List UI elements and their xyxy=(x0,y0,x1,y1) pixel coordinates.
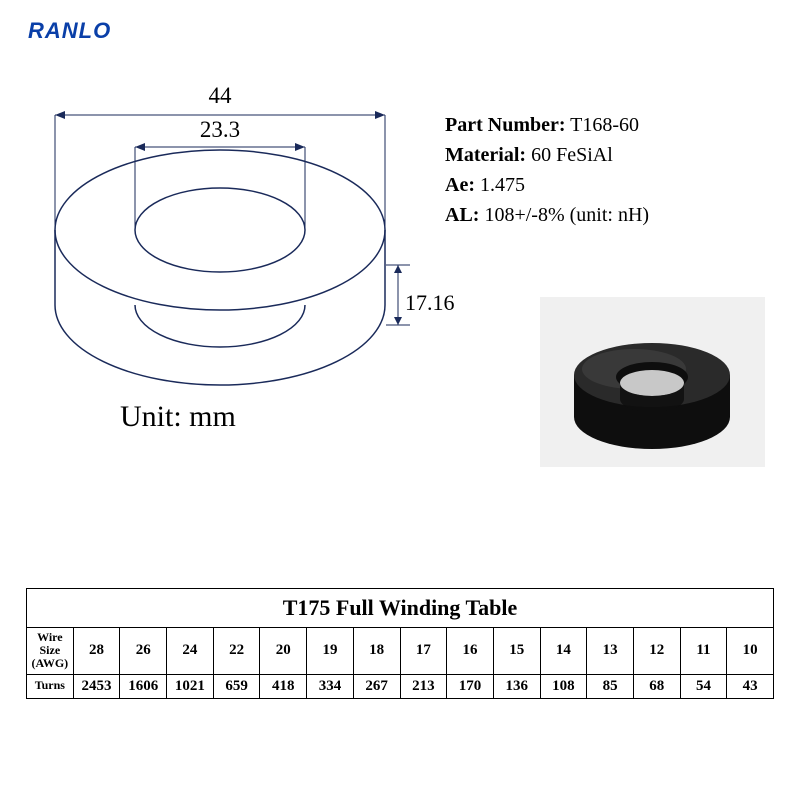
toroid-svg xyxy=(20,55,420,415)
wire-size-cell: 14 xyxy=(540,628,587,675)
toroid-diagram: 44 23.3 xyxy=(20,55,420,435)
wire-size-cell: 19 xyxy=(307,628,354,675)
row-header-turns: Turns xyxy=(27,674,74,698)
turns-cell: 334 xyxy=(307,674,354,698)
spec-material: Material: 60 FeSiAl xyxy=(445,140,649,170)
turns-cell: 418 xyxy=(260,674,307,698)
turns-cell: 659 xyxy=(213,674,260,698)
wire-size-cell: 24 xyxy=(167,628,214,675)
turns-cell: 43 xyxy=(727,674,774,698)
turns-cell: 136 xyxy=(493,674,540,698)
wire-size-cell: 15 xyxy=(493,628,540,675)
turns-cell: 2453 xyxy=(73,674,120,698)
inner-diameter-value: 23.3 xyxy=(20,117,420,143)
wire-size-cell: 20 xyxy=(260,628,307,675)
turns-cell: 68 xyxy=(633,674,680,698)
spec-part-number: Part Number: T168-60 xyxy=(445,110,649,140)
unit-label: Unit: mm xyxy=(120,400,236,434)
specs-block: Part Number: T168-60 Material: 60 FeSiAl… xyxy=(445,110,649,230)
turns-cell: 170 xyxy=(447,674,494,698)
winding-table: T175 Full Winding Table Wire Size (AWG)2… xyxy=(26,588,774,699)
product-photo xyxy=(540,297,765,467)
outer-diameter-value: 44 xyxy=(20,83,420,109)
turns-cell: 85 xyxy=(587,674,634,698)
turns-cell: 54 xyxy=(680,674,727,698)
spec-ae: Ae: 1.475 xyxy=(445,170,649,200)
wire-size-cell: 17 xyxy=(400,628,447,675)
wire-size-cell: 13 xyxy=(587,628,634,675)
turns-cell: 1021 xyxy=(167,674,214,698)
row-header-wire: Wire Size (AWG) xyxy=(27,628,74,675)
wire-size-cell: 16 xyxy=(447,628,494,675)
brand-logo: RANLO xyxy=(28,18,111,44)
table-title: T175 Full Winding Table xyxy=(27,589,774,628)
wire-size-cell: 18 xyxy=(353,628,400,675)
turns-cell: 1606 xyxy=(120,674,167,698)
wire-size-cell: 28 xyxy=(73,628,120,675)
turns-cell: 108 xyxy=(540,674,587,698)
wire-size-cell: 26 xyxy=(120,628,167,675)
wire-size-cell: 11 xyxy=(680,628,727,675)
wire-size-cell: 10 xyxy=(727,628,774,675)
turns-cell: 267 xyxy=(353,674,400,698)
wire-size-cell: 12 xyxy=(633,628,680,675)
height-value: 17.16 xyxy=(405,290,455,316)
spec-al: AL: 108+/-8% (unit: nH) xyxy=(445,200,649,230)
wire-size-cell: 22 xyxy=(213,628,260,675)
turns-cell: 213 xyxy=(400,674,447,698)
photo-svg xyxy=(540,297,765,467)
winding-table-wrap: T175 Full Winding Table Wire Size (AWG)2… xyxy=(26,588,774,699)
